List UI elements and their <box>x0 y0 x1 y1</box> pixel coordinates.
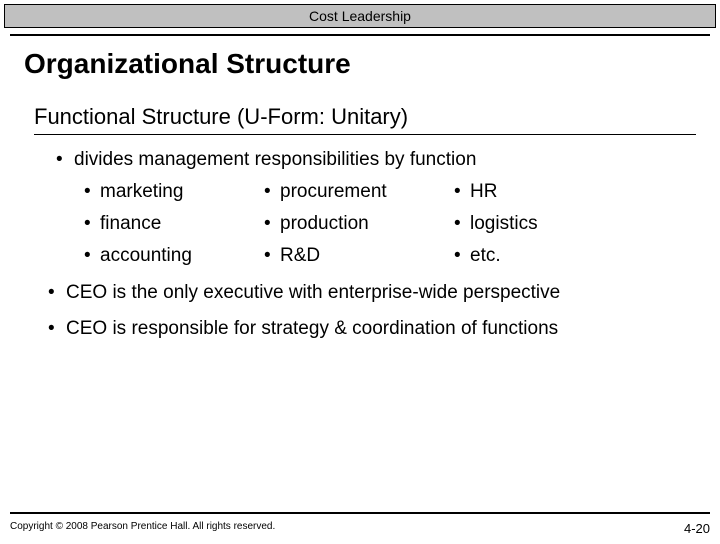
function-label: production <box>280 213 369 235</box>
function-item: •marketing <box>84 181 264 203</box>
copyright-text: Copyright © 2008 Pearson Prentice Hall. … <box>10 521 275 536</box>
function-label: marketing <box>100 181 183 203</box>
bullet-dot-icon: • <box>84 245 100 267</box>
bullet-dot-icon: • <box>56 149 74 171</box>
lead-bullet-text: divides management responsibilities by f… <box>74 149 476 171</box>
top-rule <box>10 34 710 36</box>
function-item: •accounting <box>84 245 264 267</box>
bullet-dot-icon: • <box>454 213 470 235</box>
function-label: logistics <box>470 213 538 235</box>
slide-title: Organizational Structure <box>24 48 720 80</box>
bullet-dot-icon: • <box>454 181 470 203</box>
bullet-dot-icon: • <box>48 281 66 305</box>
bullet-dot-icon: • <box>84 181 100 203</box>
chapter-title: Cost Leadership <box>309 8 411 24</box>
bullet-dot-icon: • <box>454 245 470 267</box>
function-label: HR <box>470 181 497 203</box>
bullet-dot-icon: • <box>264 213 280 235</box>
paragraph-bullet: • CEO is responsible for strategy & coor… <box>48 317 672 341</box>
footer-rule <box>10 512 710 514</box>
function-item: •finance <box>84 213 264 235</box>
functions-grid: •marketing •procurement •HR •finance •pr… <box>84 181 672 267</box>
function-label: accounting <box>100 245 192 267</box>
function-item: •production <box>264 213 454 235</box>
function-label: procurement <box>280 181 387 203</box>
function-label: finance <box>100 213 161 235</box>
footer: Copyright © 2008 Pearson Prentice Hall. … <box>10 521 710 536</box>
slide-subtitle: Functional Structure (U-Form: Unitary) <box>34 104 720 130</box>
function-item: •R&D <box>264 245 454 267</box>
paragraph-text: CEO is responsible for strategy & coordi… <box>66 317 558 341</box>
content-area: • divides management responsibilities by… <box>48 149 672 341</box>
subtitle-underline <box>34 134 696 135</box>
function-item: •etc. <box>454 245 594 267</box>
page-number: 4-20 <box>684 521 710 536</box>
chapter-header: Cost Leadership <box>4 4 716 28</box>
paragraph-text: CEO is the only executive with enterpris… <box>66 281 560 305</box>
bullet-dot-icon: • <box>48 317 66 341</box>
function-item: •HR <box>454 181 594 203</box>
lead-bullet: • divides management responsibilities by… <box>56 149 672 171</box>
function-item: •logistics <box>454 213 594 235</box>
function-label: etc. <box>470 245 501 267</box>
bullet-dot-icon: • <box>264 245 280 267</box>
bullet-dot-icon: • <box>264 181 280 203</box>
bullet-dot-icon: • <box>84 213 100 235</box>
function-item: •procurement <box>264 181 454 203</box>
paragraph-bullet: • CEO is the only executive with enterpr… <box>48 281 672 305</box>
function-label: R&D <box>280 245 320 267</box>
